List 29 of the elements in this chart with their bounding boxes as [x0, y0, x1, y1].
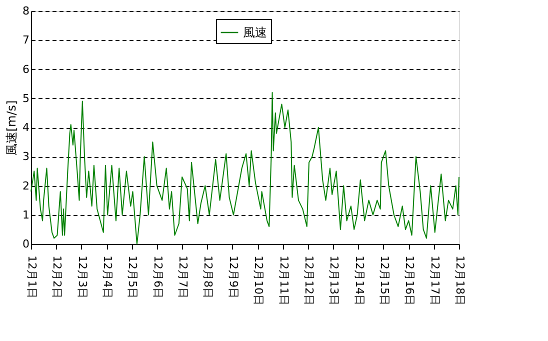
legend-label: 風速	[243, 26, 267, 40]
y-tick-label: 8	[22, 4, 30, 18]
x-tick-label: 12月9日	[226, 256, 240, 298]
x-tick-label: 12月6日	[151, 256, 164, 298]
x-tick-label: 12月8日	[202, 256, 215, 298]
x-tick-label: 12月17日	[428, 256, 442, 306]
y-axis-title: 風速[m/s]	[4, 100, 18, 156]
x-tick-label: 12月14日	[352, 256, 366, 306]
y-tick-label: 1	[22, 208, 30, 222]
y-tick-label: 3	[22, 150, 30, 164]
x-tick-label: 12月10日	[252, 256, 266, 306]
y-tick-label: 5	[22, 92, 30, 105]
x-tick-label: 12月16日	[403, 256, 416, 306]
x-tick-label: 12月5日	[126, 256, 140, 298]
x-tick-label: 12月11日	[277, 256, 290, 306]
y-tick-label: 7	[22, 34, 30, 47]
x-tick-label: 12月3日	[76, 256, 89, 298]
x-tick-label: 12月12日	[302, 256, 316, 306]
y-tick-label: 4	[22, 121, 30, 134]
x-tick-label: 12月18日	[454, 256, 466, 306]
x-tick-label: 12月13日	[328, 256, 341, 306]
y-tick-label: 6	[22, 62, 30, 76]
x-tick-label: 12月4日	[101, 256, 114, 298]
x-tick-label: 12月1日	[26, 256, 38, 298]
x-tick-label: 12月2日	[50, 256, 64, 298]
y-tick-label: 2	[22, 179, 30, 192]
x-tick-label: 12月7日	[176, 256, 190, 298]
x-tick-label: 12月15日	[378, 256, 391, 306]
y-tick-label: 0	[22, 238, 30, 250]
